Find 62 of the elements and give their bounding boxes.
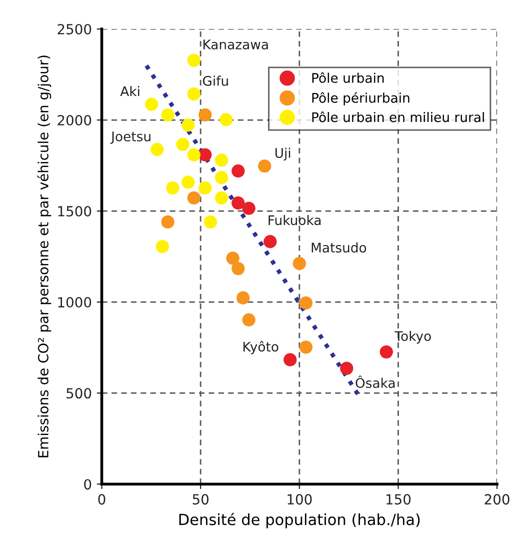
- y-tick-label: 1500: [58, 206, 92, 217]
- point: [182, 176, 195, 189]
- legend-label: Pôle périurbain: [312, 92, 410, 106]
- y-tick-label: 0: [84, 479, 92, 490]
- annotation: Ôsaka: [356, 376, 395, 388]
- legend-label: Pôle urbain: [312, 72, 384, 83]
- y-tick-label: 2500: [58, 24, 92, 34]
- point: [242, 202, 256, 215]
- point: [242, 313, 256, 326]
- point: [161, 108, 174, 122]
- point: [258, 159, 272, 173]
- point: [264, 235, 277, 248]
- point: [226, 252, 240, 265]
- point: [187, 148, 200, 162]
- legend-label: Pôle urbain en milieu rural: [312, 111, 484, 122]
- y-axis-title: Emissions de CO² par personne et par véhicule (en g/jour): [37, 56, 52, 458]
- point: [232, 196, 245, 210]
- y-tick-label: 1000: [58, 297, 92, 308]
- x-tick-label: 150: [386, 494, 411, 505]
- annotation: Tokyo: [394, 330, 431, 344]
- point: [284, 353, 297, 366]
- annotation: Kanazawa: [203, 40, 268, 50]
- annotation: Aki: [120, 86, 140, 96]
- point: [340, 362, 354, 375]
- point: [292, 256, 306, 270]
- point: [299, 340, 313, 354]
- point: [161, 215, 174, 229]
- point: [198, 108, 212, 122]
- point: [214, 154, 228, 167]
- annotation: Fukuoka: [268, 214, 321, 226]
- point: [176, 138, 190, 151]
- x-tick-label: 50: [192, 494, 209, 505]
- point: [166, 181, 180, 194]
- point: [214, 191, 228, 205]
- annotation: Matsudo: [312, 242, 366, 253]
- point: [380, 345, 393, 359]
- x-tick-label: 0: [98, 494, 106, 505]
- annotation: Joetsu: [110, 132, 150, 144]
- annotation: Kyôto: [243, 340, 278, 354]
- y-tick-label: 500: [66, 388, 92, 399]
- point: [232, 262, 245, 276]
- point: [232, 164, 245, 178]
- point: [144, 98, 158, 111]
- annotation: Gifu: [202, 76, 228, 86]
- point: [187, 191, 200, 205]
- point: [219, 113, 233, 126]
- point: [299, 296, 313, 310]
- point: [187, 54, 200, 67]
- point: [156, 240, 170, 254]
- point: [198, 181, 212, 194]
- point: [187, 87, 200, 101]
- annotation: Uji: [275, 148, 290, 161]
- point: [182, 118, 195, 132]
- x-tick-label: 200: [484, 494, 510, 505]
- point: [198, 148, 212, 162]
- point: [150, 142, 164, 156]
- x-tick-label: 100: [288, 494, 312, 505]
- x-axis-title: Densité de population (hab./ha): [179, 512, 420, 528]
- point: [204, 215, 218, 229]
- y-tick-label: 2000: [58, 114, 92, 126]
- point: [214, 170, 228, 184]
- point: [236, 291, 250, 304]
